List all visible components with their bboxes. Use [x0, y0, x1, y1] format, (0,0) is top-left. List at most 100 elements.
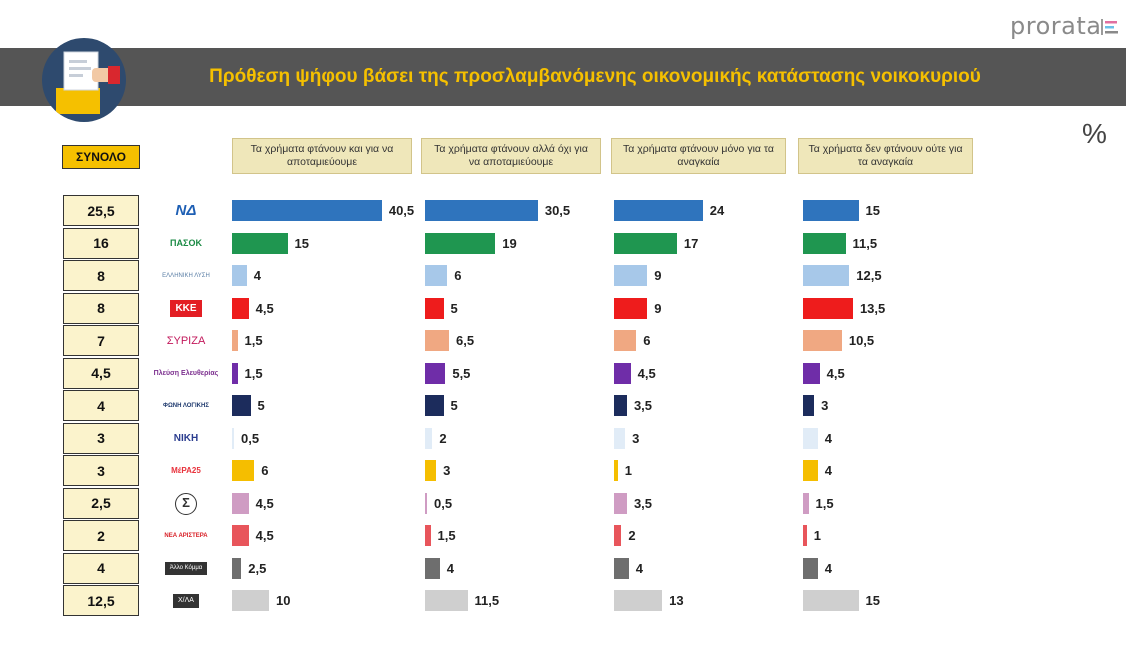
data-label: 9: [654, 300, 662, 316]
party-logo-text: ΣΥΡΙΖΑ: [166, 334, 206, 347]
data-label: 40,5: [388, 203, 415, 218]
data-label: 15: [865, 203, 880, 218]
bar: [425, 265, 448, 286]
data-label: 1: [624, 463, 632, 478]
data-label: 3: [443, 463, 451, 478]
data-label: 3,5: [633, 495, 653, 511]
bar: [232, 492, 249, 514]
bar: [425, 590, 468, 611]
data-label: 13,5: [859, 300, 886, 316]
bar: [614, 297, 648, 319]
data-label: 10: [276, 593, 291, 608]
bar: [614, 265, 648, 286]
data-label: 15: [294, 235, 309, 251]
party-logo: ΝΕΑ ΑΡΙΣΤΕΡΑ: [148, 524, 224, 548]
bar: [803, 330, 842, 351]
bar: [614, 427, 626, 449]
data-label: 19: [502, 235, 517, 251]
column-header-2: Τα χρήματα φτάνουν αλλά όχι για να αποτα…: [421, 138, 601, 174]
data-label: 5: [257, 398, 265, 413]
data-label: 6,5: [456, 333, 475, 348]
bar: [614, 330, 637, 351]
data-label: 5: [450, 398, 458, 413]
total-value: 4: [63, 390, 139, 421]
party-logo-text: ΕΛΛΗΝΙΚΗ ΛΥΣΗ: [162, 272, 210, 279]
data-label: 6: [643, 333, 651, 348]
party-logo: ΜέΡΑ25: [148, 459, 224, 483]
data-label: 4: [635, 560, 644, 576]
bar: [232, 557, 242, 579]
data-label: 15: [865, 593, 880, 608]
bar: [425, 427, 433, 449]
data-label: 1,5: [244, 333, 263, 348]
data-label: 3,5: [633, 398, 653, 413]
bar: [425, 492, 427, 514]
party-logo-text: ΝΕΑ ΑΡΙΣΤΕΡΑ: [164, 532, 208, 539]
data-label: 5,5: [452, 365, 471, 381]
bar: [425, 330, 450, 351]
bar: [803, 395, 815, 416]
bar: [803, 200, 859, 221]
data-label: 5: [450, 300, 458, 316]
data-label: 12,5: [856, 268, 882, 283]
bar: [232, 460, 255, 481]
party-logo: ΕΛΛΗΝΙΚΗ ΛΥΣΗ: [148, 264, 224, 288]
total-value: 2,5: [63, 487, 139, 519]
data-label: 4: [446, 560, 455, 576]
party-logo-text: ΝΔ: [175, 201, 197, 219]
bar: [614, 395, 627, 416]
data-label: 4: [253, 268, 262, 283]
bar: [614, 590, 663, 611]
bar: [425, 297, 444, 319]
total-value: 7: [63, 325, 139, 356]
data-label: 4: [824, 463, 833, 478]
data-label: 4,5: [637, 365, 656, 381]
total-value: 2: [63, 520, 139, 551]
bar: [425, 460, 437, 481]
bar: [232, 525, 249, 546]
data-label: 4: [824, 430, 833, 446]
bar: [803, 297, 853, 319]
data-label: 2: [628, 528, 636, 543]
data-label: 2,5: [248, 560, 267, 576]
bar: [614, 232, 677, 254]
total-value: 3: [63, 455, 139, 486]
party-logo: Χ/ΛΑ: [148, 589, 224, 613]
bar: [425, 362, 446, 384]
data-label: 1,5: [437, 528, 456, 543]
data-label: 10,5: [848, 333, 875, 348]
bar: [614, 460, 618, 481]
party-logo-text: ΝΙΚΗ: [173, 433, 199, 444]
bar: [614, 200, 703, 221]
brand-bars-icon: [1101, 19, 1118, 35]
bar: [803, 460, 818, 481]
bar: [803, 427, 818, 449]
bar: [232, 395, 251, 416]
column-header-4: Τα χρήματα δεν φτάνουν ούτε για τα αναγκ…: [798, 138, 973, 174]
bar: [232, 362, 238, 384]
data-label: 4: [824, 560, 833, 576]
data-label: 3: [821, 398, 829, 413]
party-logo-text: ΠΑΣΟΚ: [170, 237, 202, 248]
bar: [425, 395, 444, 416]
bar: [232, 200, 382, 221]
party-logo: Πλεύση Ελευθερίας: [148, 362, 224, 386]
total-value: 3: [63, 422, 139, 454]
bar: [803, 232, 846, 254]
data-label: 0,5: [434, 495, 453, 511]
total-value: 4,5: [63, 357, 139, 389]
total-column-header: ΣΥΝΟΛΟ: [62, 145, 140, 169]
data-label: 11,5: [852, 235, 878, 251]
party-logo-text: Σ: [175, 492, 197, 515]
column-header-1: Τα χρήματα φτάνουν και για να αποταμιεύο…: [232, 138, 412, 174]
party-logo: Άλλο Κόμμα: [148, 557, 224, 581]
party-logo: ΠΑΣΟΚ: [148, 232, 224, 256]
column-header-3: Τα χρήματα φτάνουν μόνο για τα αναγκαία: [611, 138, 786, 174]
data-label: 0,5: [241, 430, 260, 446]
bar: [614, 492, 627, 514]
party-logo-text: Πλεύση Ελευθερίας: [153, 369, 219, 377]
data-label: 1,5: [815, 495, 834, 511]
party-logo: ΣΥΡΙΖΑ: [148, 329, 224, 353]
total-value: 25,5: [63, 195, 139, 226]
party-logo: ΦΩΝΗ ΛΟΓΙΚΗΣ: [148, 394, 224, 418]
